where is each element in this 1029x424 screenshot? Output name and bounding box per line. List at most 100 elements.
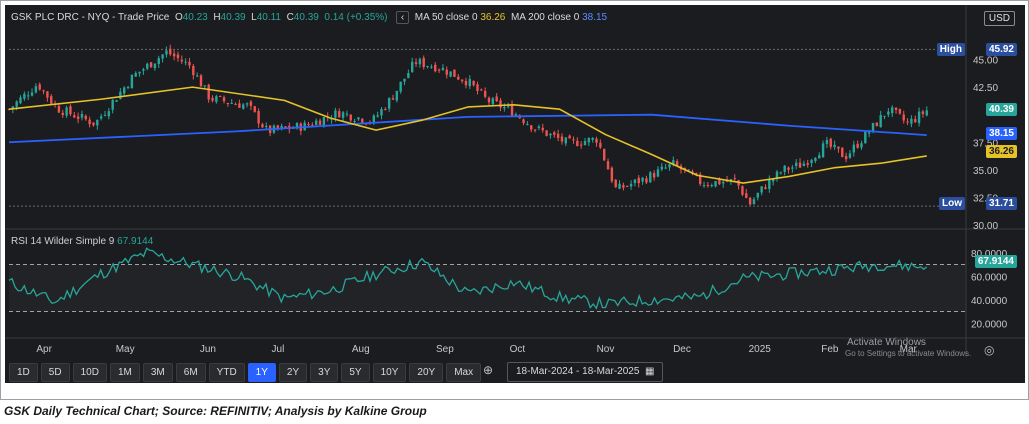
candle-body [664, 167, 667, 169]
candle-body [180, 59, 183, 62]
period-button-1m[interactable]: 1M [109, 363, 140, 382]
candle-body [599, 142, 602, 148]
candle-body [841, 147, 844, 158]
candle-body [445, 69, 448, 75]
candle-body [311, 124, 314, 126]
candle-body [353, 121, 356, 123]
candle-body [537, 126, 541, 129]
period-button-1y[interactable]: 1Y [247, 363, 276, 382]
candle-body [906, 121, 909, 123]
candle-body [418, 59, 422, 65]
candle-body [119, 91, 122, 99]
collapse-button[interactable]: ‹ [395, 11, 410, 24]
candle-body [149, 62, 153, 68]
candle-body [92, 122, 95, 126]
period-button-3y[interactable]: 3Y [310, 363, 339, 382]
candle-body [23, 93, 26, 99]
candle-body [917, 111, 921, 124]
candle-body [261, 124, 264, 128]
candle-body [745, 193, 748, 199]
candle-body [242, 104, 245, 109]
candle-body [860, 143, 863, 148]
month-label: Nov [597, 344, 615, 355]
period-button-max[interactable]: Max [446, 363, 482, 382]
candle-body [672, 160, 675, 165]
candle-body [399, 81, 402, 92]
period-button-5d[interactable]: 5D [40, 363, 70, 382]
candle-body [334, 110, 337, 118]
candle-body [192, 65, 195, 76]
candle-body [545, 130, 548, 136]
candle-body [372, 115, 375, 122]
candle-body [695, 172, 698, 175]
candle-body [376, 115, 379, 117]
candle-body [867, 132, 871, 134]
candle-body [153, 63, 157, 69]
period-button-10y[interactable]: 10Y [372, 363, 407, 382]
trading-chart: 45.00 42.50 37.50 35.00 32.50 30.00 80.0000 60.… [5, 5, 1025, 383]
candle-body [61, 112, 64, 115]
candle-body [184, 61, 187, 63]
period-button-1d[interactable]: 1D [9, 363, 38, 382]
candle-body [460, 79, 464, 82]
candle-body [864, 131, 867, 144]
period-button-10d[interactable]: 10D [72, 363, 107, 382]
period-button-6m[interactable]: 6M [175, 363, 206, 382]
candle-body [434, 64, 437, 72]
month-label: Mar [900, 344, 918, 355]
candle-body [783, 165, 786, 173]
period-button-20y[interactable]: 20Y [409, 363, 444, 382]
rsi-value-badge: 67.9144 [974, 255, 1017, 268]
candle-body [768, 179, 771, 189]
candle-body [549, 133, 552, 136]
candle-body [253, 106, 256, 112]
period-button-3m[interactable]: 3M [142, 363, 173, 382]
rsi-line [8, 247, 928, 310]
candle-body [641, 177, 644, 182]
date-range-picker[interactable]: 18-Mar-2024 - 18-Mar-2025 ▦ [507, 362, 664, 382]
candle-body [27, 95, 30, 97]
candle-body [883, 115, 886, 117]
month-label: Sep [436, 344, 454, 355]
candle-body [921, 111, 925, 114]
period-button-2y[interactable]: 2Y [278, 363, 308, 382]
add-period-icon[interactable]: ⊕ [483, 363, 494, 377]
settings-icon[interactable]: ◎ [984, 343, 995, 357]
period-button-ytd[interactable]: YTD [208, 363, 245, 382]
price-tick-label: 35.00 [973, 166, 998, 177]
candle-body [902, 114, 905, 121]
candle-body [798, 162, 802, 168]
candle-body [579, 144, 583, 146]
candle-body [510, 104, 514, 116]
candle-body [395, 90, 399, 101]
candle-body [84, 115, 87, 120]
watermark-sub: Go to Settings to activate Windows. [845, 349, 972, 358]
candle-body [307, 124, 310, 126]
candle-body [483, 90, 487, 97]
candle-body [733, 178, 736, 180]
candle-body [553, 132, 556, 135]
candle-body [583, 141, 587, 146]
month-label: Oct [510, 344, 526, 355]
quote-header: GSK PLC DRC - NYQ - Trade Price O40.23 H… [11, 11, 608, 24]
price-tick-label: 45.00 [973, 56, 998, 67]
candle-body [234, 104, 237, 106]
period-button-5y[interactable]: 5Y [341, 363, 370, 382]
candle-body [422, 58, 425, 67]
candle-body [825, 140, 829, 144]
month-label: Apr [36, 344, 52, 355]
candle-body [69, 106, 72, 115]
candle-body [526, 124, 529, 126]
candle-body [603, 148, 606, 161]
candle-body [249, 101, 253, 106]
candle-body [437, 69, 441, 71]
candle-body [760, 186, 763, 193]
candle-body [464, 80, 468, 86]
candle-body [530, 125, 533, 130]
candle-body [683, 167, 687, 170]
candle-body [856, 143, 859, 148]
rsi-tick-label: 60.0000 [971, 272, 1008, 283]
currency-select[interactable]: USD [983, 11, 1015, 26]
candle-body [668, 164, 671, 168]
candle-body [560, 136, 564, 142]
